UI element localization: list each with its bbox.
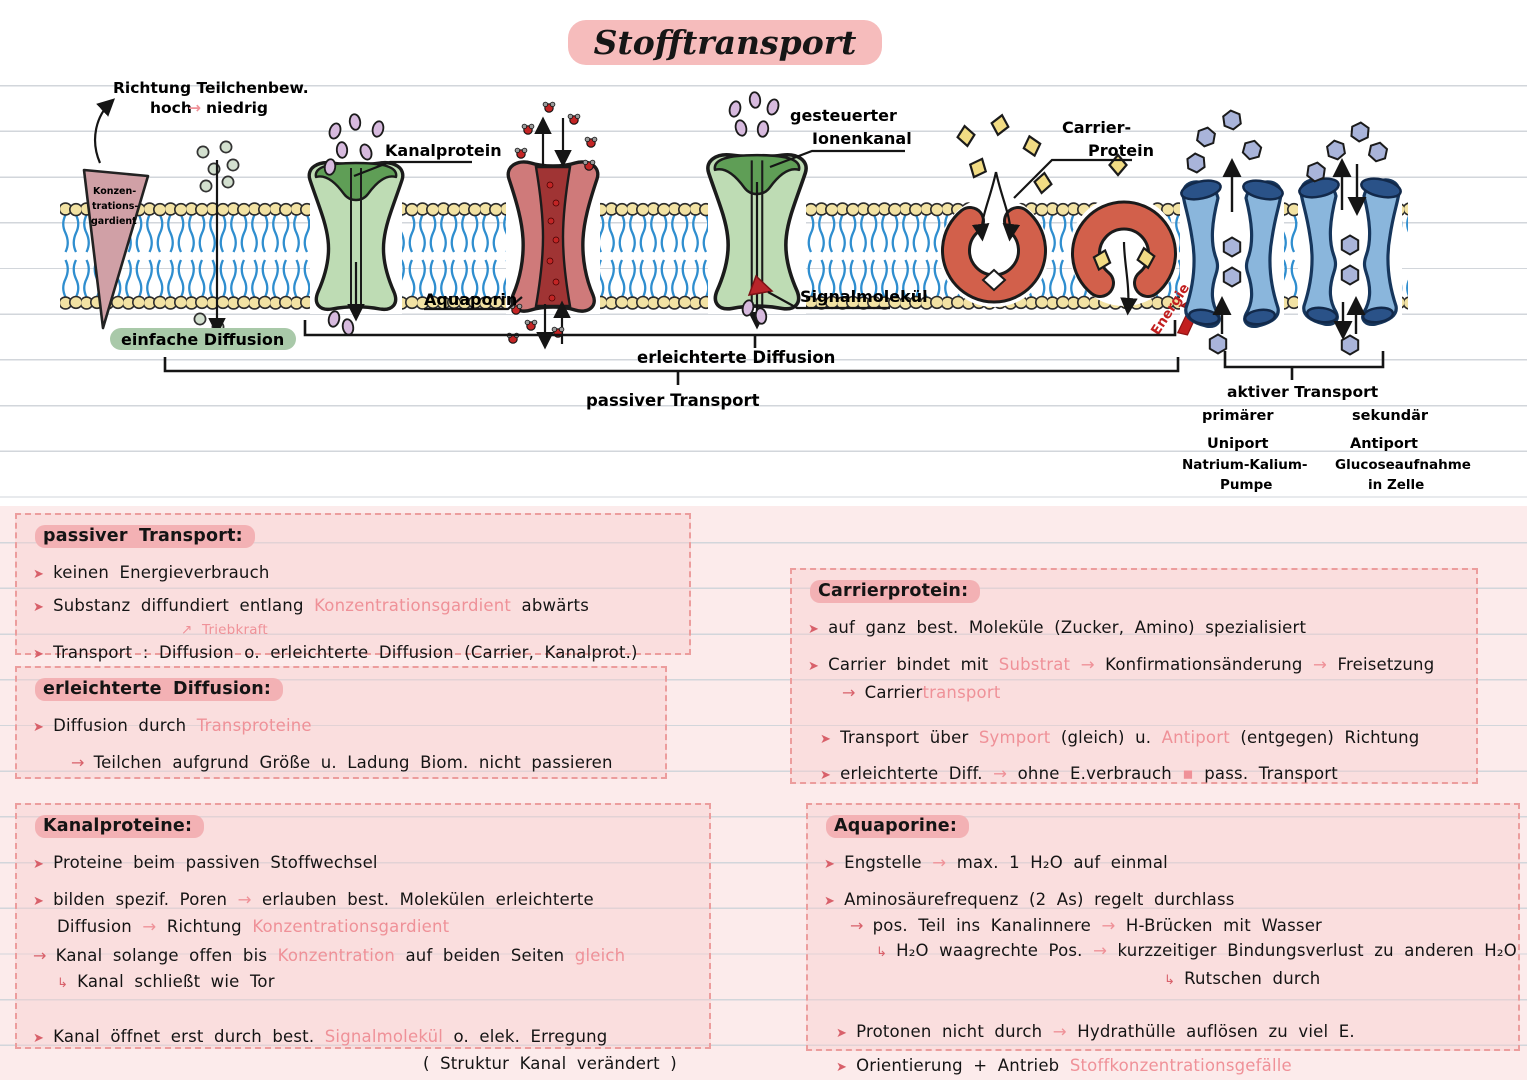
- note-line: ➤ Orientierung + Antrieb Stoffkonzentrati…: [836, 1056, 1292, 1075]
- svg-text:hoch: hoch: [150, 99, 192, 117]
- note-box-erleichterte-diffusion: erleichterte Diffusion: ➤ Diffusion durch …: [15, 666, 667, 779]
- svg-text:Richtung Teilchenbew.: Richtung Teilchenbew.: [113, 79, 309, 97]
- svg-text:Antiport: Antiport: [1350, 436, 1418, 452]
- svg-text:primärer: primärer: [1202, 408, 1274, 424]
- svg-text:einfache Diffusion: einfache Diffusion: [121, 330, 284, 349]
- note-line: ➤ Engstelle → max. 1 H₂O auf einmal: [824, 853, 1168, 872]
- carrier-label: Carrier- Protein: [1062, 118, 1154, 160]
- note-box-kanalproteine: Kanalproteine: ➤ Proteine beim passiven St…: [15, 803, 711, 1073]
- svg-text:Carrier-: Carrier-: [1062, 118, 1131, 137]
- note-line: ➤ Protonen nicht durch → Hydrathülle aufl…: [836, 1021, 1355, 1041]
- note-line: ➤ erleichterte Diff. → ohne E.verbrauch ▪…: [820, 764, 1338, 783]
- aquaporin-label: Aquaporin: [424, 290, 517, 309]
- page-title: Stofftransport: [567, 20, 883, 65]
- note-line: ➤ keinen Energieverbrauch: [33, 563, 270, 582]
- note-line: → Teilchen aufgrund Größe u. Ladung Biom.…: [71, 752, 613, 772]
- note-box-heading: Carrierprotein:: [810, 580, 1466, 603]
- signalmolekuel-label: Signalmolekül: [800, 287, 928, 306]
- gradient-label: Konzen-: [93, 186, 136, 197]
- svg-text:niedrig: niedrig: [206, 99, 268, 117]
- glucose-pump: [1296, 120, 1404, 356]
- richtung-label: Richtung Teilchenbew. hoch → niedrig: [113, 79, 309, 117]
- svg-text:sekundär: sekundär: [1352, 408, 1429, 424]
- active-transport-sublabels: primärer sekundär Uniport Antiport Natri…: [1182, 408, 1471, 493]
- note-box-heading: erleichterte Diffusion:: [35, 678, 655, 701]
- pink-arrow: →: [188, 99, 201, 117]
- note-line: ↗ Triebkraft: [181, 622, 268, 638]
- svg-text:in Zelle: in Zelle: [1368, 477, 1424, 493]
- note-line: ➤ Transport über Symport (gleich) u. Anti…: [820, 727, 1420, 747]
- note-line: → Carriertransport: [842, 683, 1001, 702]
- note-box-heading: passiver Transport:: [35, 525, 679, 548]
- svg-text:Pumpe: Pumpe: [1220, 477, 1272, 493]
- svg-text:Ionenkanal: Ionenkanal: [812, 129, 912, 148]
- svg-text:gesteuerter: gesteuerter: [790, 106, 897, 125]
- note-line: ➤ Proteine beim passiven Stoffwechsel: [33, 853, 378, 872]
- einfache-diffusion-label: einfache Diffusion: [110, 328, 296, 350]
- passiver-transport-label: passiver Transport: [586, 391, 760, 410]
- aktiver-transport-label: aktiver Transport: [1227, 383, 1379, 401]
- page-title-wrap: Stofftransport: [0, 20, 1450, 65]
- note-line: ➤ Substanz diffundiert entlang Konzentrat…: [33, 595, 589, 615]
- svg-text:Glucoseaufnahme: Glucoseaufnahme: [1335, 457, 1471, 473]
- note-line: ➤ auf ganz best. Moleküle (Zucker, Amino)…: [808, 618, 1307, 637]
- note-line: ↳ Kanal schließt wie Tor: [57, 972, 275, 991]
- svg-text:Uniport: Uniport: [1207, 436, 1269, 452]
- note-box-heading: Aquaporine:: [826, 815, 1508, 838]
- svg-text:trations-: trations-: [92, 201, 138, 212]
- note-line: Diffusion → Richtung Konzentrationsgardi…: [57, 917, 450, 936]
- note-line: ➤ Diffusion durch Transproteine: [33, 716, 312, 735]
- note-box-aquaporine: Aquaporine: ➤ Engstelle → max. 1 H₂O auf e…: [806, 803, 1520, 1075]
- transport-category-labels: erleichterte Diffusion passiver Transpor…: [586, 348, 1379, 410]
- note-box-heading: Kanalproteine:: [35, 815, 699, 838]
- svg-text:gardient: gardient: [91, 216, 137, 227]
- note-box-passiver-transport: passiver Transport: ➤ keinen Energieverbra…: [15, 513, 691, 662]
- membrane-diagram: Konzen- trations- gardient Richtung Teil…: [60, 79, 1471, 493]
- svg-text:Natrium-Kalium-: Natrium-Kalium-: [1182, 457, 1308, 473]
- kanalprotein-label: Kanalprotein: [385, 141, 502, 160]
- note-box-carrierprotein: Carrierprotein: ➤ auf ganz best. Moleküle …: [790, 568, 1478, 784]
- svg-text:Protein: Protein: [1088, 141, 1154, 160]
- note-line: ↳ Rutschen durch: [1164, 969, 1321, 988]
- erleichterte-diffusion-label: erleichterte Diffusion: [637, 348, 835, 367]
